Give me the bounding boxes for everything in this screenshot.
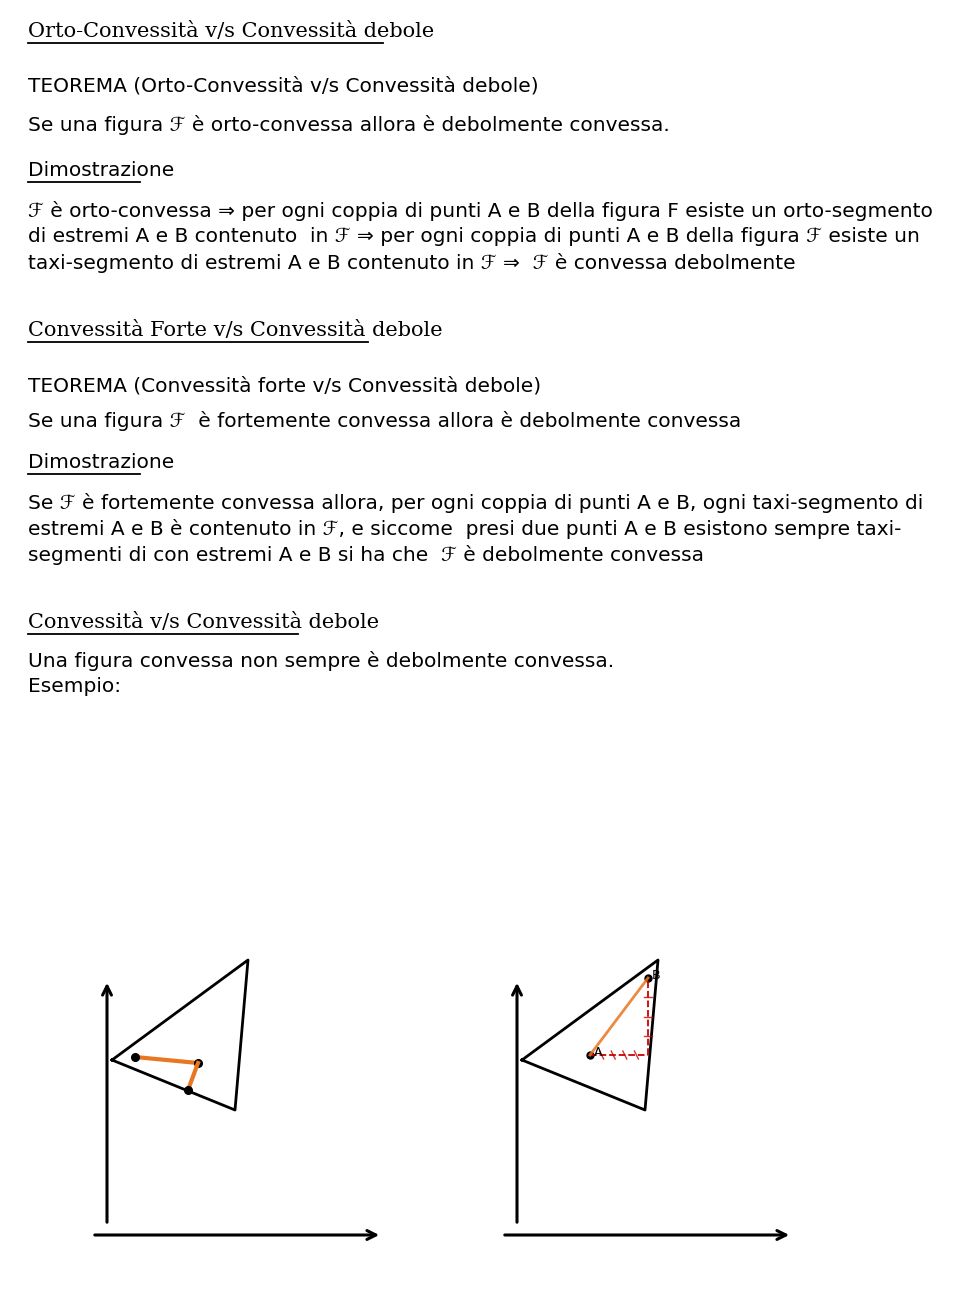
Text: Dimostrazione: Dimostrazione [28, 454, 175, 472]
Text: segmenti di con estremi A e B si ha che  ℱ è debolmente convessa: segmenti di con estremi A e B si ha che … [28, 545, 704, 565]
Text: Se una figura ℱ è orto-convessa allora è debolmente convessa.: Se una figura ℱ è orto-convessa allora è… [28, 115, 670, 135]
Text: Se una figura ℱ  è fortemente convessa allora è debolmente convessa: Se una figura ℱ è fortemente convessa al… [28, 410, 741, 431]
Text: estremi A e B è contenuto in ℱ, e siccome  presi due punti A e B esistono sempre: estremi A e B è contenuto in ℱ, e siccom… [28, 519, 901, 538]
Text: ℱ è orto-convessa ⇒ per ogni coppia di punti A e B della figura F esiste un orto: ℱ è orto-convessa ⇒ per ogni coppia di p… [28, 201, 933, 221]
Text: Convessità v/s Convessità debole: Convessità v/s Convessità debole [28, 613, 379, 633]
Text: B: B [652, 968, 660, 982]
Text: Una figura convessa non sempre è debolmente convessa.: Una figura convessa non sempre è debolme… [28, 651, 614, 670]
Text: Dimostrazione: Dimostrazione [28, 161, 175, 180]
Text: di estremi A e B contenuto  in ℱ ⇒ per ogni coppia di punti A e B della figura ℱ: di estremi A e B contenuto in ℱ ⇒ per og… [28, 227, 920, 246]
Text: TEOREMA (Orto-Convessità v/s Convessità debole): TEOREMA (Orto-Convessità v/s Convessità … [28, 77, 539, 95]
Text: Convessità Forte v/s Convessità debole: Convessità Forte v/s Convessità debole [28, 322, 443, 340]
Text: taxi-segmento di estremi A e B contenuto in ℱ ⇒  ℱ è convessa debolmente: taxi-segmento di estremi A e B contenuto… [28, 254, 796, 273]
Text: A: A [594, 1046, 603, 1059]
Text: TEOREMA (Convessità forte v/s Convessità debole): TEOREMA (Convessità forte v/s Convessità… [28, 376, 541, 395]
Text: Esempio:: Esempio: [28, 677, 121, 697]
Text: Se ℱ è fortemente convessa allora, per ogni coppia di punti A e B, ogni taxi-seg: Se ℱ è fortemente convessa allora, per o… [28, 493, 924, 514]
Text: Orto-Convessità v/s Convessità debole: Orto-Convessità v/s Convessità debole [28, 22, 434, 41]
